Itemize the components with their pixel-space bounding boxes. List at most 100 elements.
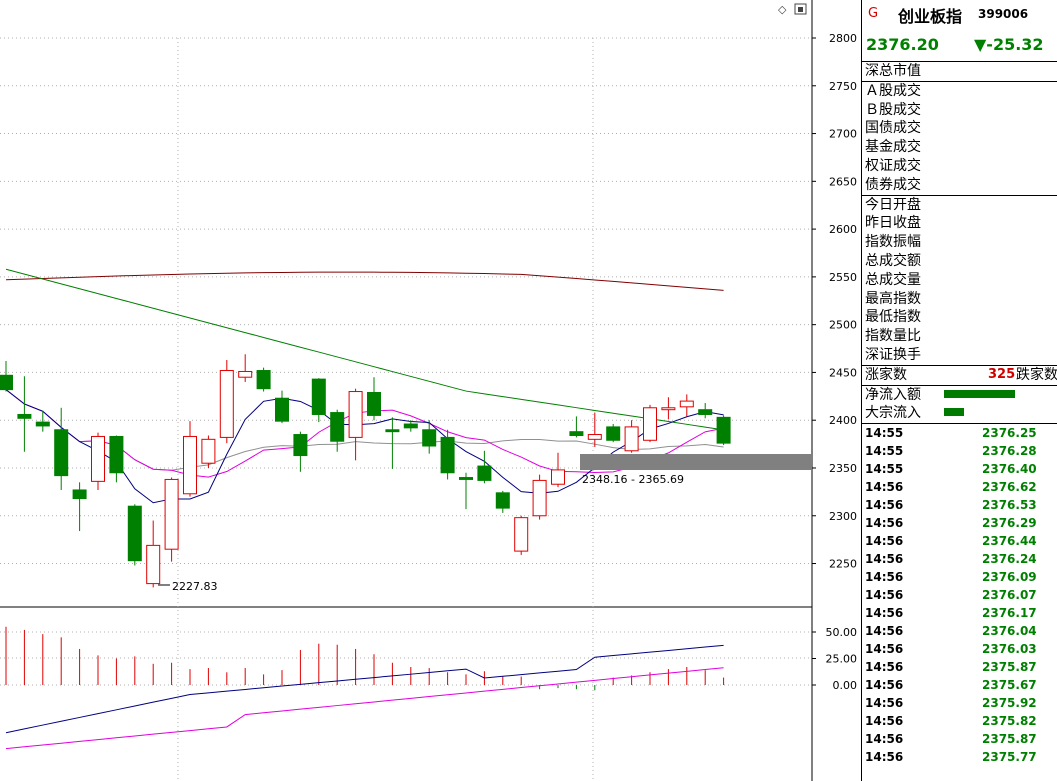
price-axis-tick: 2400 bbox=[829, 414, 857, 427]
turnover-label: Ｂ股成交 bbox=[865, 101, 921, 118]
tick-list[interactable]: 14:55 2376.25 14:55 2376.28 14:55 2376.40 14:5… bbox=[862, 424, 1057, 766]
market-cap-section: 深总市值 bbox=[862, 62, 1057, 82]
tick-row[interactable]: 14:56 2375.67 bbox=[862, 676, 1057, 694]
tick-row[interactable]: 14:56 2376.09 bbox=[862, 568, 1057, 586]
candle-body-up bbox=[532, 479, 547, 517]
tick-row[interactable]: 14:56 2375.92 bbox=[862, 694, 1057, 712]
tick-time: 14:56 bbox=[865, 570, 904, 585]
tick-row[interactable]: 14:55 2376.25 bbox=[862, 424, 1057, 442]
tick-time: 14:56 bbox=[865, 624, 904, 639]
candle-body-up bbox=[348, 391, 363, 438]
price-axis-tick: 2500 bbox=[829, 319, 857, 332]
stat-label: 总成交量 bbox=[865, 271, 921, 288]
flow-bar bbox=[944, 408, 964, 417]
candle-body-up bbox=[164, 478, 179, 550]
candle-body-up bbox=[514, 517, 529, 552]
tick-price: 2375.87 bbox=[982, 732, 1037, 747]
tick-price: 2376.44 bbox=[982, 534, 1037, 549]
candle-body-down bbox=[569, 431, 584, 436]
candle-body-up bbox=[201, 438, 216, 464]
down-label: 跌家数 bbox=[1016, 366, 1057, 383]
volume-axis-tick: 50.00 bbox=[826, 626, 858, 639]
tick-price: 2376.17 bbox=[982, 606, 1037, 621]
tick-row[interactable]: 14:56 2375.87 bbox=[862, 658, 1057, 676]
candle-body-up bbox=[643, 407, 657, 441]
volume-axis-tick: 0.00 bbox=[833, 679, 858, 692]
tick-row[interactable]: 14:56 2375.87 bbox=[862, 730, 1057, 748]
candle-body-down bbox=[459, 477, 473, 480]
candle-body-down bbox=[477, 465, 492, 481]
tick-price: 2375.87 bbox=[982, 660, 1037, 675]
tick-time: 14:56 bbox=[865, 678, 904, 693]
market-cap-label: 深总市值 bbox=[865, 63, 921, 79]
candle-body-up bbox=[661, 407, 676, 411]
tick-row[interactable]: 14:56 2376.44 bbox=[862, 532, 1057, 550]
tick-row[interactable]: 14:56 2376.29 bbox=[862, 514, 1057, 532]
price-axis-tick: 2800 bbox=[829, 32, 857, 45]
candle-body-down bbox=[109, 435, 124, 474]
tick-price: 2375.92 bbox=[982, 696, 1037, 711]
flow-label: 净流入额 bbox=[865, 386, 921, 403]
tick-row[interactable]: 14:56 2375.77 bbox=[862, 748, 1057, 766]
tick-time: 14:56 bbox=[865, 750, 904, 765]
candle-body-down bbox=[35, 421, 50, 427]
stat-label: 最高指数 bbox=[865, 290, 921, 307]
range-label: 2348.16 - 2365.69 bbox=[582, 473, 684, 486]
candle-body-down bbox=[403, 423, 418, 429]
chart-grid bbox=[0, 0, 813, 781]
turnover-section: Ａ股成交 Ｂ股成交 国债成交 基金成交 权证成交 债券成交 bbox=[862, 82, 1057, 196]
tick-price: 2376.24 bbox=[982, 552, 1037, 567]
price-axis-tick: 2650 bbox=[829, 175, 857, 188]
tick-time: 14:56 bbox=[865, 606, 904, 621]
diamond-icon[interactable]: ◇ bbox=[778, 3, 787, 16]
candle-body-up bbox=[551, 469, 565, 485]
tick-row[interactable]: 14:56 2376.04 bbox=[862, 622, 1057, 640]
price-axis-tick: 2250 bbox=[829, 558, 857, 571]
current-price: 2376.20 bbox=[866, 35, 939, 54]
candle-body-up bbox=[219, 370, 234, 438]
price-axis-tick: 2550 bbox=[829, 271, 857, 284]
tick-row[interactable]: 14:56 2376.62 bbox=[862, 478, 1057, 496]
tick-row[interactable]: 14:56 2376.03 bbox=[862, 640, 1057, 658]
tick-price: 2376.07 bbox=[982, 588, 1037, 603]
candle-body-down bbox=[367, 391, 381, 416]
tick-row[interactable]: 14:55 2376.28 bbox=[862, 442, 1057, 460]
price-axis: 2800 2750 2700 2650 2600 2550 2500 2450 2400 2350… bbox=[812, 32, 857, 571]
tick-price: 2376.25 bbox=[982, 426, 1037, 441]
breadth-row: 涨家数 325 跌家数 bbox=[862, 366, 1057, 385]
index-name: 创业板指 bbox=[898, 7, 963, 26]
price-axis-tick: 2750 bbox=[829, 80, 857, 93]
tick-row[interactable]: 14:56 2376.07 bbox=[862, 586, 1057, 604]
tick-price: 2375.67 bbox=[982, 678, 1037, 693]
stat-label: 今日开盘 bbox=[865, 196, 921, 213]
flow-bar bbox=[944, 389, 1015, 398]
tick-price: 2376.29 bbox=[982, 516, 1037, 531]
candle-body-up bbox=[624, 426, 639, 452]
low-marker: 2227.83 bbox=[158, 580, 218, 593]
tick-time: 14:56 bbox=[865, 732, 904, 747]
tick-row[interactable]: 14:56 2376.17 bbox=[862, 604, 1057, 622]
tick-price: 2376.62 bbox=[982, 480, 1037, 495]
tick-row[interactable]: 14:55 2376.40 bbox=[862, 460, 1057, 478]
price-axis-tick: 2450 bbox=[829, 366, 857, 379]
up-label: 涨家数 bbox=[865, 366, 907, 383]
tick-row[interactable]: 14:56 2375.82 bbox=[862, 712, 1057, 730]
tick-row[interactable]: 14:56 2376.53 bbox=[862, 496, 1057, 514]
turnover-label: 国债成交 bbox=[865, 120, 921, 137]
candle-body-down bbox=[293, 434, 308, 457]
tick-price: 2376.28 bbox=[982, 444, 1037, 459]
breadth-section: 涨家数 325 跌家数 bbox=[862, 366, 1057, 386]
kline-chart[interactable]: 2800 2750 2700 2650 2600 2550 2500 2450 2400 2350… bbox=[0, 0, 861, 781]
tick-time: 14:56 bbox=[865, 534, 904, 549]
tick-time: 14:56 bbox=[865, 480, 904, 495]
low-price-label: 2227.83 bbox=[172, 580, 218, 593]
candle-body-up bbox=[183, 435, 197, 495]
candle-body-down bbox=[54, 429, 69, 477]
stat-label: 指数振幅 bbox=[865, 234, 921, 251]
price-change: ▼-25.32 bbox=[974, 35, 1044, 54]
indicator-dea-line bbox=[5, 667, 724, 750]
tick-row[interactable]: 14:56 2376.24 bbox=[862, 550, 1057, 568]
candle-body-down bbox=[440, 436, 455, 474]
price-axis-tick: 2700 bbox=[829, 128, 857, 141]
stat-label: 深证换手 bbox=[865, 346, 921, 363]
